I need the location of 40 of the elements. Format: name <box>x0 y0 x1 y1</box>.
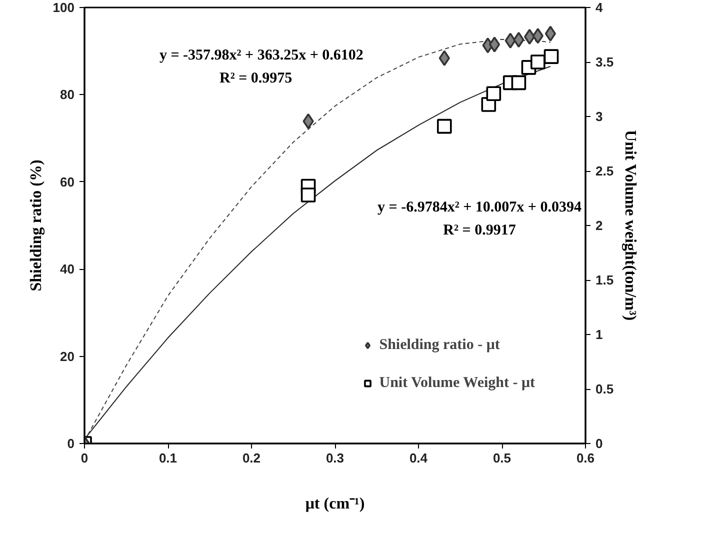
y-axis-title: Shielding ratio (%) <box>28 160 45 292</box>
y-tick-label: 40 <box>60 262 75 277</box>
y-tick-label: 80 <box>60 87 75 102</box>
annotation: R² = 0.9917 <box>443 222 516 238</box>
x-axis-title: μt (cm⁻¹) <box>305 496 365 512</box>
point <box>436 118 452 134</box>
x-tick-label: 0.3 <box>326 450 344 466</box>
annotation: y = -357.98x² + 363.25x + 0.6102 <box>160 48 364 64</box>
point <box>300 188 316 202</box>
point <box>524 28 536 45</box>
legend-label: Shielding ratio - μt <box>379 336 500 354</box>
y2-tick-label: 4 <box>596 0 604 15</box>
y2-tick-label: 1.5 <box>596 272 614 288</box>
y2-tick-label: 0 <box>596 436 603 451</box>
annotation: R² = 0.9975 <box>220 70 292 86</box>
point <box>544 49 559 64</box>
y2-tick-label: 2.5 <box>596 164 614 178</box>
x-tick-label: 0 <box>80 450 88 466</box>
point <box>486 86 502 102</box>
x-tick-label: 0.5 <box>492 450 512 466</box>
point <box>530 54 546 70</box>
point <box>511 75 526 90</box>
legend-label: Unit Volume Weight - μt <box>379 374 535 392</box>
y-tick-label: 20 <box>60 348 75 364</box>
y2-tick-label: 3.5 <box>596 54 614 70</box>
y-tick-label: 0 <box>67 436 75 451</box>
y2-tick-label: 0.5 <box>596 382 614 396</box>
y-tick-label: 60 <box>60 174 75 190</box>
annotation: y = -6.9784x² + 10.007x + 0.0394 <box>378 200 582 216</box>
point <box>488 36 500 52</box>
y2-tick-label: 2 <box>596 218 603 233</box>
x-tick-label: 0.6 <box>576 450 595 466</box>
y2-axis-title: Unit Volume weight(ton/m³) <box>622 130 639 321</box>
y2-tick-label: 1 <box>596 327 603 342</box>
x-tick-label: 0.4 <box>409 450 428 466</box>
x-tick-label: 0.2 <box>242 450 261 466</box>
y2-tick-label: 3 <box>596 109 603 124</box>
y-tick-label: 100 <box>52 0 75 15</box>
point <box>438 50 450 66</box>
x-tick-label: 0.1 <box>158 450 178 466</box>
